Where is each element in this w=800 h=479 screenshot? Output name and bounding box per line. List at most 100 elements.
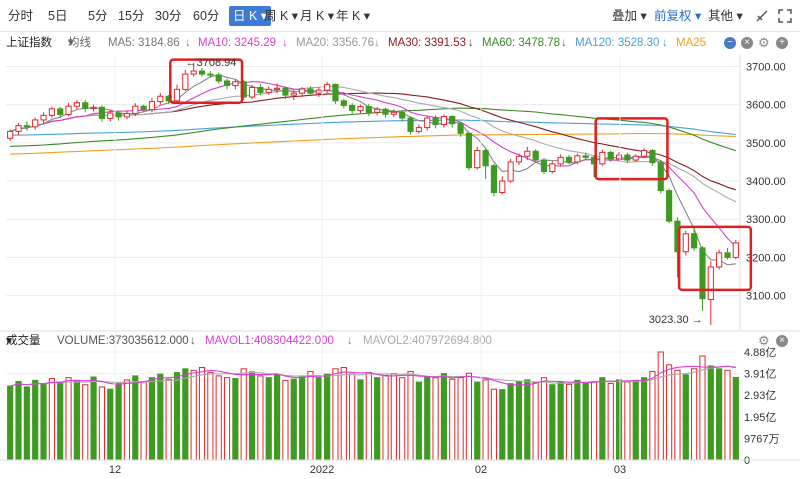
candle-body: [365, 106, 372, 113]
ma25-line: [10, 132, 736, 155]
x-tick-label: 02: [475, 464, 487, 476]
y-tick-label: 3200.00: [746, 252, 786, 264]
candle-body: [632, 155, 639, 161]
volume-bar: [98, 386, 106, 461]
add-indicator-icon[interactable]: +: [776, 37, 788, 49]
volume-tick-label: 9767万: [744, 433, 779, 445]
volume-bar: [248, 371, 256, 461]
x-tick-label: 2022: [310, 464, 334, 476]
candle-body: [540, 159, 548, 172]
tab-period-4[interactable]: 30分: [155, 9, 182, 23]
candle-body: [340, 100, 347, 106]
mavol1-arrow: ↓: [347, 335, 353, 347]
volume-bar: [540, 377, 548, 461]
y-tick-label: 3700.00: [746, 61, 786, 73]
draw-line-icon[interactable]: [755, 9, 769, 23]
volume-bar: [607, 382, 614, 461]
volume-bar: [657, 351, 664, 461]
x-tick-label: 12: [109, 464, 121, 476]
volume-bar: [674, 369, 681, 461]
volume-bar: [482, 379, 489, 461]
volume-bar: [123, 379, 131, 461]
candle-body: [148, 101, 156, 111]
close-icon[interactable]: ×: [741, 37, 753, 49]
ma120-value: MA120: 3528.30: [575, 37, 660, 49]
y-tick-label: 3300.00: [746, 214, 786, 226]
candle-body: [515, 155, 523, 163]
candle-body: [57, 108, 64, 116]
candle-body: [424, 117, 431, 129]
candle-body: [482, 149, 489, 167]
main-legend: 上证指数 均线 ▾ MA5: 3184.86 ↓ MA10: 3245.29 ↓…: [0, 33, 800, 53]
candle-body: [549, 163, 556, 172]
ma20-line: [10, 86, 737, 203]
volume-bar: [691, 368, 698, 461]
volume-bar: [257, 375, 264, 461]
adjust-menu[interactable]: 前复权 ▾: [654, 9, 702, 23]
settings-icon[interactable]: ⚙: [758, 35, 770, 50]
ma-toggle[interactable]: 均线 ▾: [68, 37, 91, 49]
volume-bar: [415, 381, 422, 461]
volume-bar: [332, 368, 339, 461]
y-tick-label: 3500.00: [746, 138, 786, 150]
volume-bar: [699, 355, 706, 461]
tab-period-3[interactable]: 15分: [118, 9, 145, 23]
volume-bar: [165, 378, 172, 461]
volume-bar: [40, 383, 47, 461]
volume-bar: [215, 375, 222, 461]
tab-period-8[interactable]: 月 K ▾: [300, 9, 335, 23]
candle-body: [7, 130, 14, 139]
candle-body: [374, 108, 381, 113]
candle-body: [73, 102, 80, 107]
candle-body: [415, 127, 422, 132]
volume-bar: [707, 365, 714, 461]
volume-bar: [716, 368, 723, 461]
volume-bar: [357, 379, 364, 461]
volume-bar: [624, 381, 631, 461]
tab-period-5[interactable]: 60分: [193, 9, 220, 23]
volume-title[interactable]: 成交量 ▾: [6, 335, 41, 347]
fullscreen-icon[interactable]: [778, 9, 792, 23]
ma20-arrow: ↓: [374, 37, 380, 49]
ma10-value: MA10: 3245.29: [198, 37, 277, 49]
volume-settings-icon[interactable]: ⚙: [758, 333, 770, 348]
tab-period-2[interactable]: 5分: [88, 9, 108, 23]
x-tick-label: 03: [614, 464, 626, 476]
volume-bar: [615, 379, 623, 461]
volume-bar: [349, 373, 356, 461]
volume-bar: [424, 376, 431, 461]
candle-body: [607, 151, 614, 160]
volume-bar: [132, 375, 139, 461]
candle-body: [666, 190, 673, 222]
volume-arrow: ↓: [190, 335, 196, 347]
tab-period-7[interactable]: 周 K ▾: [264, 9, 299, 23]
overlay-menu[interactable]: 叠加 ▾: [612, 9, 647, 23]
candle-body: [724, 252, 731, 258]
candle-body: [732, 242, 739, 258]
ma30-value: MA30: 3391.53: [388, 37, 467, 49]
candle-body: [407, 117, 414, 132]
volume-bar: [65, 377, 72, 461]
candle-body: [15, 125, 22, 132]
volume-bar: [148, 377, 156, 461]
tab-period-0[interactable]: 分时: [8, 9, 34, 23]
volume-bar: [399, 377, 406, 461]
volume-close-icon[interactable]: ×: [776, 335, 788, 347]
ma10-arrow: ↓: [282, 37, 288, 49]
tab-period-9[interactable]: 年 K ▾: [336, 9, 371, 23]
volume-tick-label: 3.91亿: [744, 368, 776, 381]
candle-body: [82, 102, 89, 109]
other-menu[interactable]: 其他 ▾: [708, 9, 743, 23]
candle-body: [173, 88, 181, 102]
tab-period-1[interactable]: 5日: [48, 9, 68, 23]
tab-period-6[interactable]: 日 K ▾: [229, 6, 272, 26]
candle-body: [499, 180, 506, 194]
candle-body: [657, 162, 664, 192]
volume-bar: [7, 385, 14, 461]
volume-bar: [290, 378, 297, 461]
volume-bar: [382, 374, 389, 461]
collapse-icon[interactable]: −: [724, 37, 736, 49]
volume-bar: [73, 379, 80, 461]
volume-bar: [299, 375, 306, 461]
